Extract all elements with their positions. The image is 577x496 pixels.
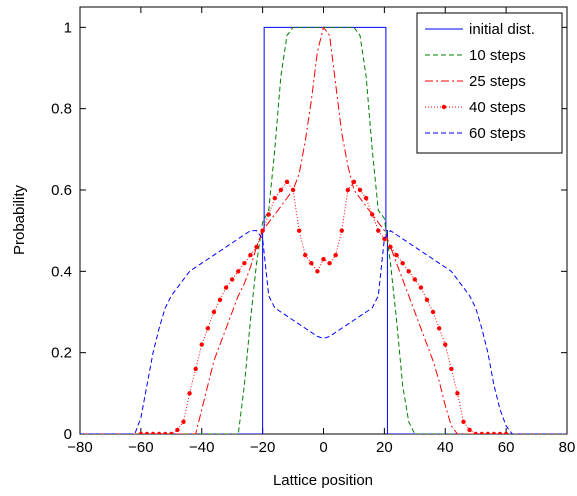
series-marker — [351, 179, 357, 185]
series-marker — [309, 261, 314, 266]
series-marker — [406, 269, 411, 274]
series-line — [80, 229, 567, 434]
series-marker — [248, 252, 253, 258]
series-4 — [80, 229, 567, 434]
series-marker — [272, 195, 277, 201]
series-line — [80, 26, 567, 434]
series-marker — [321, 256, 326, 262]
series-layer — [80, 26, 567, 434]
y-tick-labels: 0 0.2 0.4 0.6 0.8 1 — [51, 19, 72, 443]
series-marker — [430, 309, 436, 315]
series-marker — [284, 179, 290, 185]
series-marker — [254, 244, 259, 250]
series-marker — [418, 285, 424, 290]
series-2 — [80, 26, 567, 434]
series-marker — [266, 212, 271, 217]
legend-label: 25 steps — [469, 73, 526, 90]
series-marker — [370, 212, 375, 217]
legend-label: 60 steps — [469, 125, 526, 142]
series-marker — [461, 419, 466, 424]
legend-marker — [441, 104, 447, 110]
series-marker — [394, 252, 399, 258]
y-tick-label: 0 — [64, 426, 72, 443]
series-marker — [205, 326, 211, 331]
x-axis-label: Lattice position — [273, 472, 373, 489]
legend-label: 10 steps — [469, 47, 526, 64]
y-tick-label: 0.6 — [51, 182, 72, 199]
y-tick-label: 0.4 — [51, 263, 72, 280]
series-marker — [467, 427, 472, 433]
legend-label: initial dist. — [469, 21, 535, 38]
series-marker — [236, 269, 241, 274]
x-tick-labels: −80 −60 −40 −20 0 20 40 60 80 — [67, 439, 575, 456]
series-marker — [497, 431, 503, 434]
series-marker — [278, 187, 284, 193]
series-marker — [175, 427, 180, 433]
series-marker — [199, 342, 204, 347]
x-tick-label: 40 — [437, 439, 454, 456]
series-marker — [156, 431, 162, 434]
series-marker — [333, 252, 338, 258]
series-marker — [327, 261, 332, 266]
series-marker — [144, 431, 150, 434]
series-line — [80, 26, 567, 434]
series-marker — [473, 431, 478, 434]
series-marker — [242, 261, 247, 266]
y-axis-label: Probability — [11, 184, 28, 255]
y-tick-label: 0.2 — [51, 345, 72, 362]
series-marker — [436, 326, 442, 331]
series-marker — [138, 431, 144, 434]
series-marker — [400, 261, 405, 266]
series-marker — [363, 195, 369, 201]
x-tick-label: 80 — [559, 439, 576, 456]
legend-label: 40 steps — [469, 99, 526, 116]
series-marker — [412, 277, 418, 282]
x-tick-label: 20 — [376, 439, 393, 456]
x-tick-label: −20 — [250, 439, 275, 456]
series-marker — [443, 342, 448, 347]
series-marker — [357, 187, 363, 193]
series-marker — [169, 431, 174, 434]
series-marker — [479, 431, 484, 434]
series-marker — [229, 277, 235, 282]
series-marker — [211, 309, 217, 315]
series-marker — [424, 297, 430, 302]
series-3 — [80, 179, 567, 434]
series-1 — [80, 26, 567, 434]
x-tick-label: −40 — [189, 439, 214, 456]
series-marker — [449, 366, 454, 372]
series-marker — [485, 431, 491, 434]
x-tick-label: 0 — [319, 439, 327, 456]
series-marker — [181, 419, 186, 424]
series-marker — [339, 228, 344, 233]
series-marker — [303, 252, 308, 258]
series-marker — [376, 228, 381, 233]
series-marker — [260, 228, 265, 233]
series-marker — [193, 366, 198, 372]
series-marker — [345, 187, 351, 193]
x-tick-label: −80 — [67, 439, 92, 456]
y-tick-label: 0.8 — [51, 101, 72, 118]
x-tick-label: 60 — [498, 439, 515, 456]
series-marker — [187, 391, 192, 396]
series-marker — [290, 187, 296, 193]
series-marker — [150, 431, 156, 434]
series-marker — [163, 431, 168, 434]
series-marker — [455, 391, 460, 396]
series-marker — [388, 244, 393, 250]
legend: initial dist. 10 steps 25 steps 40 steps 60 … — [416, 12, 563, 154]
series-marker — [217, 297, 223, 302]
x-tick-label: −60 — [128, 439, 153, 456]
series-marker — [491, 431, 497, 434]
y-tick-label: 1 — [64, 19, 72, 36]
series-marker — [223, 285, 229, 290]
series-marker — [315, 269, 320, 274]
series-marker — [296, 228, 302, 233]
legend-box — [416, 12, 563, 154]
series-marker — [503, 431, 509, 434]
